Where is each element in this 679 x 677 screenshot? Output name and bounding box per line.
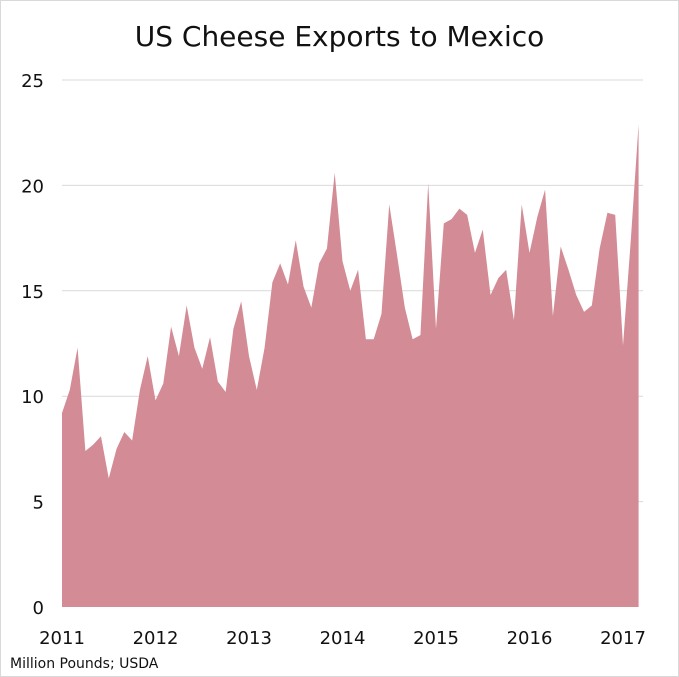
x-tick-label: 2014 [320,628,366,649]
x-axis-ticks: 2011 2012 2013 2014 2015 2016 2017 [39,628,646,649]
area-fill [62,124,639,608]
y-tick-label: 5 [33,493,44,514]
x-tick-label: 2017 [600,628,646,649]
source-note: Million Pounds; USDA [10,656,159,672]
chart-title: US Cheese Exports to Mexico [134,20,545,53]
area-series [62,124,639,608]
x-tick-label: 2015 [413,628,459,649]
y-tick-label: 20 [21,176,44,197]
x-tick-label: 2013 [226,628,272,649]
y-tick-label: 0 [33,598,44,619]
x-tick-label: 2016 [507,628,553,649]
x-tick-label: 2012 [133,628,179,649]
y-tick-label: 25 [21,71,44,92]
x-tick-label: 2011 [39,628,85,649]
y-axis-ticks: 0 5 10 15 20 25 [21,71,44,619]
y-tick-label: 15 [21,282,44,303]
y-tick-label: 10 [21,387,44,408]
